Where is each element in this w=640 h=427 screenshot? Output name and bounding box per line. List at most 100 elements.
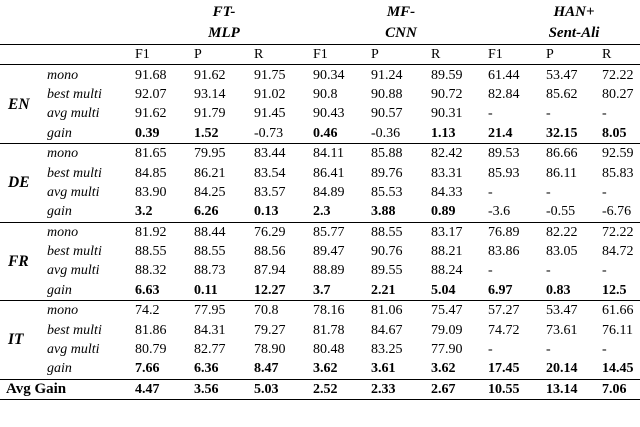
metric-value: 90.57 [371, 106, 403, 122]
metric-value: 88.89 [313, 263, 345, 279]
metric-value: 88.55 [371, 221, 431, 242]
metric-value: - [602, 342, 607, 358]
avg-gain-value: 3.56 [194, 378, 254, 401]
setting-label: gain [47, 204, 72, 220]
metric-value: 88.73 [194, 263, 226, 279]
metric-value: 72.22 [602, 64, 640, 85]
language-label: IT [0, 300, 47, 380]
avg-gain-value: 2.67 [431, 378, 488, 401]
setting-label: mono [47, 64, 135, 85]
metric-value: 93.14 [194, 86, 226, 102]
metric-value: 83.31 [431, 165, 463, 181]
metric-value: 83.17 [431, 221, 488, 242]
metric-value: 53.47 [546, 300, 602, 321]
metric-value: - [546, 184, 551, 200]
setting-label: gain [47, 361, 72, 377]
metric-value: 89.47 [313, 244, 345, 260]
metric-header: P [546, 43, 602, 65]
setting-label: best multi [47, 165, 102, 181]
metric-value: 70.8 [254, 300, 313, 321]
metric-value: 83.54 [254, 165, 286, 181]
metric-value: 6.26 [194, 204, 219, 220]
results-table: FT- MLP MF- CNN HAN+ Sent-Ali F1 P R F1 P R… [0, 4, 640, 401]
metric-value: 86.21 [194, 165, 226, 181]
metric-value: 0.83 [546, 282, 571, 298]
metric-header: R [431, 43, 488, 65]
metric-value: 12.27 [254, 282, 286, 298]
metric-value: 91.24 [371, 64, 431, 85]
metric-value: 6.36 [194, 361, 219, 377]
model-header-mf-cnn: MF- CNN [385, 4, 417, 41]
metric-value: 88.56 [254, 244, 286, 260]
metric-value: 77.95 [194, 300, 254, 321]
metric-value: 84.33 [431, 184, 463, 200]
table-row: avg multi 88.32 88.73 87.94 88.89 89.55 88.24 -… [0, 261, 640, 280]
avg-gain-value: 2.33 [371, 378, 431, 401]
metric-value: 85.88 [371, 142, 431, 164]
metric-value: 87.94 [254, 263, 286, 279]
metric-value: 7.66 [135, 361, 160, 377]
metric-value: 57.27 [488, 300, 546, 321]
table-row: gain 0.39 1.52 -0.73 0.46 -0.36 1.13 21.4 32.15 8… [0, 124, 640, 144]
metric-value: 61.66 [602, 300, 640, 321]
metric-value: 80.48 [313, 342, 345, 358]
metric-value: 86.41 [313, 165, 345, 181]
table-row: FR mono 81.92 88.44 76.29 85.77 88.55 83.17 76.8… [0, 221, 640, 301]
table-row: best multi 88.55 88.55 88.56 89.47 90.76 88.21… [0, 242, 640, 261]
metric-value: 81.86 [135, 322, 167, 338]
metric-value: 1.13 [431, 125, 456, 141]
language-label: FR [0, 221, 47, 301]
metric-value: - [546, 342, 551, 358]
metric-header: F1 [313, 43, 371, 65]
metric-value: 84.25 [194, 184, 226, 200]
metric-value: 3.88 [371, 204, 396, 220]
metric-value: -0.36 [371, 125, 401, 141]
metric-value: 92.07 [135, 86, 167, 102]
metric-value: 79.95 [194, 142, 254, 164]
metric-value: - [602, 106, 607, 122]
metric-header: P [371, 43, 431, 65]
metric-value: 8.05 [602, 125, 627, 141]
metric-value: 91.75 [254, 64, 313, 85]
metric-header: F1 [488, 43, 546, 65]
metric-value: 88.24 [431, 263, 463, 279]
metric-value: 88.55 [194, 244, 226, 260]
metric-value: 90.72 [431, 86, 463, 102]
metric-value: 86.11 [546, 165, 577, 181]
avg-gain-value: 5.03 [254, 378, 313, 401]
metric-value: 88.44 [194, 221, 254, 242]
metric-value: 77.90 [431, 342, 463, 358]
metric-value: 32.15 [546, 125, 578, 141]
metric-value: 78.90 [254, 342, 286, 358]
avg-gain-value: 13.14 [546, 378, 602, 401]
metric-value: 89.53 [488, 142, 546, 164]
metric-value: 83.05 [546, 244, 578, 260]
metric-value: 89.76 [371, 165, 403, 181]
table-row: best multi 92.07 93.14 91.02 90.8 90.88 90.72 8… [0, 85, 640, 104]
metric-value: 83.57 [254, 184, 286, 200]
metric-value: 81.06 [371, 300, 431, 321]
metric-value: - [602, 184, 607, 200]
metric-value: 82.22 [546, 221, 602, 242]
metric-value: - [546, 106, 551, 122]
table-row: gain 7.66 6.36 8.47 3.62 3.61 3.62 17.45 20.14 14… [0, 359, 640, 379]
table-row: IT mono 74.2 77.95 70.8 78.16 81.06 75.47 57.27 5… [0, 300, 640, 380]
metric-value: 92.59 [602, 142, 640, 164]
metric-value: 84.67 [371, 322, 403, 338]
metric-value: 3.61 [371, 361, 396, 377]
avg-gain-row: Avg Gain 4.47 3.56 5.03 2.52 2.33 2.67 10.55 13.… [0, 378, 640, 401]
metric-value: 91.62 [194, 64, 254, 85]
metric-value: 84.31 [194, 322, 226, 338]
table-row: avg multi 91.62 91.79 91.45 90.43 90.57 90.31 -… [0, 104, 640, 123]
metric-value: - [546, 263, 551, 279]
metric-value: 80.79 [135, 342, 167, 358]
metric-value: 90.8 [313, 86, 338, 102]
metric-value: -0.73 [254, 125, 284, 141]
setting-label: mono [47, 300, 135, 321]
metric-header: F1 [135, 43, 194, 65]
metric-value: 0.39 [135, 125, 160, 141]
metric-value: 90.76 [371, 244, 403, 260]
metric-value: 78.16 [313, 300, 371, 321]
metric-value: 83.86 [488, 244, 520, 260]
metric-value: 89.55 [371, 263, 403, 279]
